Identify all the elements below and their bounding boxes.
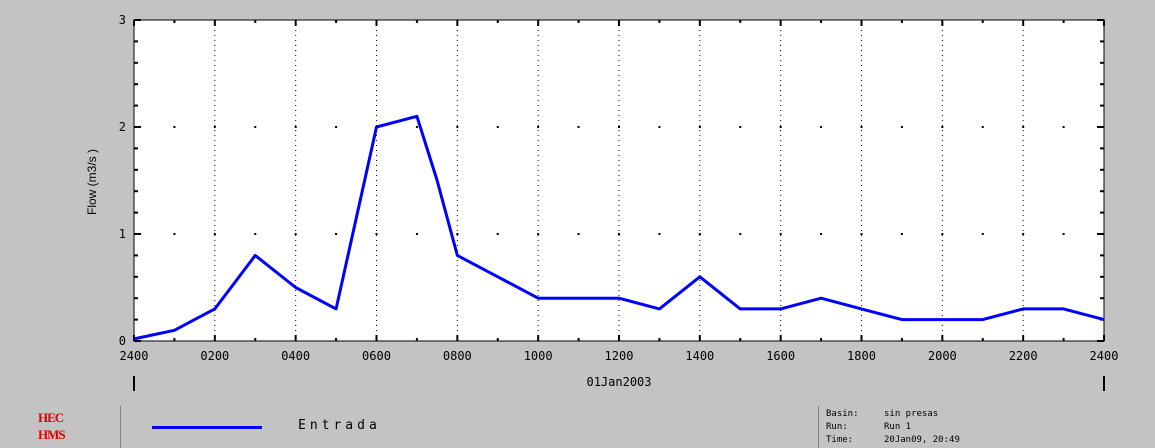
y-tick-label: 3 bbox=[119, 13, 126, 27]
grid-dot bbox=[779, 126, 782, 128]
info-basin: Basin: sin presas bbox=[826, 409, 939, 419]
grid-dot bbox=[173, 126, 176, 128]
flow-hydrograph-chart: 2400 0200 0400 0600 0800 1000 1200 1400 1600 1800… bbox=[85, 13, 1119, 391]
x-tick-label: 1000 bbox=[524, 349, 553, 363]
grid-dot bbox=[294, 126, 297, 128]
grid-dot bbox=[456, 233, 459, 235]
grid-dot bbox=[173, 233, 176, 235]
grid-dot bbox=[456, 126, 459, 128]
legend-divider bbox=[120, 406, 121, 448]
legend-series-label: Entrada bbox=[298, 418, 381, 433]
x-tick-label: 0600 bbox=[362, 349, 391, 363]
grid-dot bbox=[820, 126, 823, 128]
series-layer bbox=[133, 114, 1105, 341]
grid bbox=[173, 20, 1065, 341]
info-time: Time: 20Jan09, 20:49 bbox=[826, 435, 960, 445]
grid-dot bbox=[618, 126, 620, 128]
grid-dot bbox=[941, 126, 944, 128]
grid-dot bbox=[900, 233, 903, 235]
run-info: Basin: sin presas Run: Run 1 Time: 20Jan… bbox=[826, 408, 960, 447]
grid-dot bbox=[739, 126, 742, 128]
grid-dot bbox=[1062, 233, 1065, 235]
grid-dot bbox=[577, 233, 580, 235]
grid-dot bbox=[860, 126, 863, 128]
x-tick-label: 1600 bbox=[766, 349, 795, 363]
x-tick-label: 1200 bbox=[605, 349, 634, 363]
grid-dot bbox=[254, 233, 257, 235]
y-tick-label: 1 bbox=[119, 227, 126, 241]
x-tick-label: 0200 bbox=[200, 349, 229, 363]
grid-dot bbox=[577, 126, 580, 128]
grid-dot bbox=[698, 233, 701, 235]
x-tick-label: 2000 bbox=[928, 349, 957, 363]
grid-dot bbox=[537, 233, 540, 235]
y-tick-label: 0 bbox=[119, 334, 126, 348]
grid-dot bbox=[860, 233, 863, 235]
hec-hms-logo: HEC HMS bbox=[38, 410, 66, 442]
grid-dot bbox=[213, 126, 216, 128]
grid-dot bbox=[658, 233, 661, 235]
grid-dot bbox=[900, 126, 903, 128]
x-tick-label: 1400 bbox=[685, 349, 714, 363]
grid-dot bbox=[1062, 126, 1065, 128]
grid-dot bbox=[375, 233, 378, 235]
grid-dot bbox=[415, 233, 418, 235]
y-axis-label: Flow (m3/s ) bbox=[85, 149, 99, 215]
grid-dot bbox=[698, 126, 701, 128]
x-tick-label: 2400 bbox=[1090, 349, 1119, 363]
x-tick-label: 2400 bbox=[120, 349, 149, 363]
axis-ticks: 2400 0200 0400 0600 0800 1000 1200 1400 1600 1800… bbox=[119, 13, 1119, 363]
x-axis-date-label: 01Jan2003 bbox=[586, 375, 651, 389]
grid-dot bbox=[739, 233, 742, 235]
grid-dot bbox=[820, 233, 823, 235]
grid-dot bbox=[658, 126, 661, 128]
grid-dot bbox=[496, 126, 499, 128]
grid-dot bbox=[213, 233, 216, 235]
x-tick-label: 2200 bbox=[1009, 349, 1038, 363]
grid-dot bbox=[294, 233, 297, 235]
grid-dot bbox=[981, 126, 984, 128]
grid-dot bbox=[779, 233, 782, 235]
grid-dot bbox=[1022, 233, 1025, 235]
grid-dot bbox=[254, 126, 257, 128]
x-tick-label: 0800 bbox=[443, 349, 472, 363]
grid-dot bbox=[981, 233, 984, 235]
grid-dot bbox=[941, 233, 944, 235]
x-tick-label: 1800 bbox=[847, 349, 876, 363]
info-run: Run: Run 1 bbox=[826, 422, 912, 432]
legend-panel: HEC HMS Entrada Basin: sin presas Run: R… bbox=[0, 406, 1155, 448]
info-divider bbox=[818, 406, 819, 448]
legend-series-swatch bbox=[152, 426, 262, 429]
x-tick-label: 0400 bbox=[281, 349, 310, 363]
grid-dot bbox=[496, 233, 499, 235]
grid-dot bbox=[335, 233, 338, 235]
grid-dot bbox=[537, 126, 540, 128]
y-tick-label: 2 bbox=[119, 120, 126, 134]
grid-dot bbox=[618, 233, 620, 235]
grid-dot bbox=[415, 126, 418, 128]
grid-dot bbox=[335, 126, 338, 128]
series-line-entrada bbox=[133, 114, 1105, 341]
grid-dot bbox=[1022, 126, 1025, 128]
